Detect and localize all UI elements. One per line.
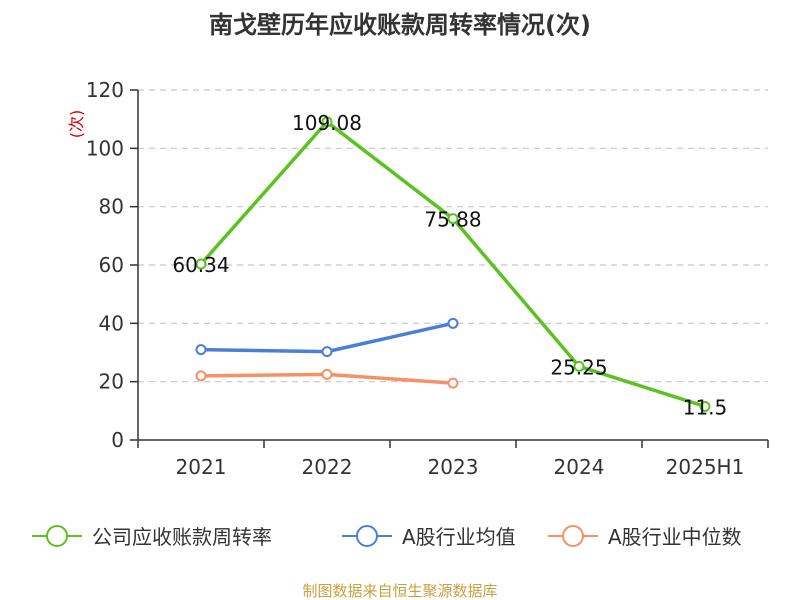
legend-label: A股行业均值 [402, 525, 516, 549]
data-point [195, 370, 207, 382]
y-axis-unit-label: (次) [67, 110, 86, 139]
y-tick-label: 100 [86, 136, 124, 160]
data-label: 75.88 [424, 208, 481, 232]
y-tick-label: 80 [99, 195, 124, 219]
data-point [195, 258, 207, 270]
data-point [447, 317, 459, 329]
data-point [699, 400, 711, 412]
series-line [199, 120, 706, 409]
data-point [321, 368, 333, 380]
source-note: 制图数据来自恒生聚源数据库 [302, 582, 497, 600]
x-tick-label: 2024 [554, 455, 605, 479]
legend-marker [562, 525, 584, 547]
legend-label: 公司应收账款周转率 [92, 525, 272, 549]
y-tick-label: 20 [99, 370, 124, 394]
data-label: 11.5 [683, 395, 728, 419]
legend-label: A股行业中位数 [608, 525, 742, 549]
y-tick-label: 0 [111, 428, 124, 452]
data-point [447, 377, 459, 389]
axes: 0 20 40 60 80 100 120 2021 2022 2023 2024 2025H1 [86, 78, 769, 479]
chart-title: 南戈壁历年应收账款周转率情况(次) [209, 11, 591, 39]
data-point [321, 346, 333, 358]
y-tick-label: 60 [99, 253, 124, 277]
legend-marker [46, 525, 68, 547]
data-label: 109.08 [292, 111, 362, 135]
y-tick-label: 40 [99, 311, 124, 335]
grid-lines [138, 89, 768, 383]
series-layer [195, 116, 711, 412]
data-point [195, 344, 207, 356]
y-tick-label: 120 [86, 78, 124, 102]
x-tick-label: 2025H1 [666, 455, 745, 479]
data-point [447, 213, 459, 225]
data-point [321, 116, 333, 128]
data-point [573, 360, 585, 372]
data-labels-layer: 60.34 109.08 75.88 25.25 11.5 [172, 111, 727, 420]
data-label: 25.25 [550, 355, 607, 379]
x-tick-label: 2022 [302, 455, 353, 479]
legend: 公司应收账款周转率 A股行业均值 A股行业中位数 [32, 525, 742, 549]
legend-marker [356, 525, 378, 547]
data-label: 60.34 [172, 253, 229, 277]
x-tick-label: 2023 [428, 455, 479, 479]
x-tick-label: 2021 [176, 455, 227, 479]
